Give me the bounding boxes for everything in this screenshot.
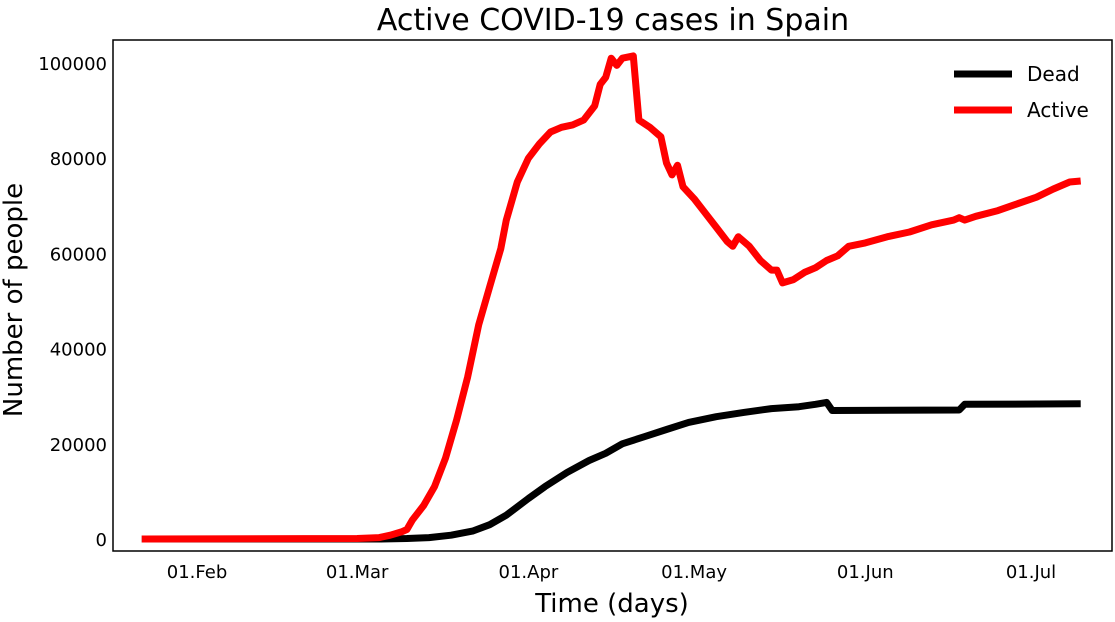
x-tick-label: 01.May [661, 562, 727, 583]
chart-title: Active COVID-19 cases in Spain [377, 3, 849, 38]
x-tick-label: 01.Jul [1006, 562, 1056, 583]
y-tick-label: 100000 [38, 54, 107, 75]
legend-label-active: Active [1027, 98, 1089, 122]
y-tick-label: 0 [96, 530, 107, 551]
x-axis-label: Time (days) [534, 589, 689, 619]
y-tick-label: 60000 [50, 244, 107, 265]
y-tick-label: 80000 [50, 149, 107, 170]
legend-label-dead: Dead [1027, 62, 1080, 86]
series-layer [141, 52, 1082, 543]
x-axis-ticks: 01.Feb 01.Mar 01.Apr 01.May 01.Jun 01.Jul [167, 562, 1056, 583]
x-tick-label: 01.Mar [326, 562, 389, 583]
y-axis-label: Number of people [0, 183, 29, 417]
y-tick-label: 20000 [50, 435, 107, 456]
legend: Dead Active [954, 62, 1089, 122]
plot-area-frame [112, 39, 1113, 552]
x-tick-label: 01.Feb [167, 562, 228, 583]
series-line-active [141, 52, 1082, 543]
y-tick-label: 40000 [50, 340, 107, 361]
y-axis-ticks: 0 20000 40000 60000 80000 100000 [38, 54, 107, 551]
series-line-dead [141, 398, 1081, 543]
x-tick-label: 01.Apr [499, 562, 559, 583]
x-tick-label: 01.Jun [837, 562, 894, 583]
